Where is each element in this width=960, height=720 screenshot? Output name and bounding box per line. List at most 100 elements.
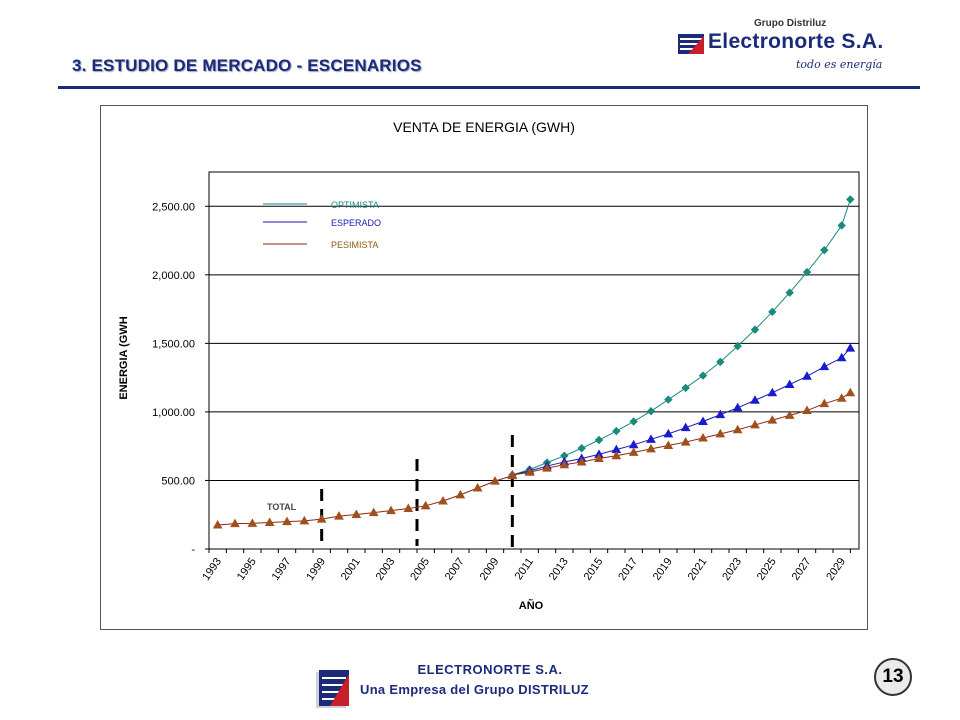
title-rule xyxy=(58,86,920,89)
data-point xyxy=(802,371,812,380)
data-point xyxy=(455,489,466,499)
data-point xyxy=(576,456,587,466)
data-point xyxy=(716,357,725,367)
data-point xyxy=(646,407,656,416)
x-tick-label: 2011 xyxy=(513,556,536,582)
data-point xyxy=(663,440,674,449)
electronorte-logo-icon xyxy=(678,34,704,54)
data-point xyxy=(698,371,708,380)
x-tick-label: 2013 xyxy=(547,556,571,583)
data-point xyxy=(681,383,690,393)
data-point xyxy=(846,195,855,204)
chart-title: VENTA DE ENERGIA (GWH) xyxy=(393,119,575,135)
data-point xyxy=(837,221,846,230)
logo-brand-text: Electronorte S.A. xyxy=(708,30,884,53)
data-point xyxy=(733,341,742,351)
data-point xyxy=(368,507,379,517)
data-point xyxy=(612,426,621,436)
x-tick-label: 1993 xyxy=(200,556,224,583)
data-point xyxy=(802,405,812,415)
data-point xyxy=(732,424,743,434)
data-point xyxy=(784,410,795,419)
data-point xyxy=(611,450,622,460)
data-point xyxy=(299,515,310,525)
data-point xyxy=(819,361,830,371)
data-point xyxy=(438,496,448,505)
data-point xyxy=(820,245,829,255)
x-tick-label: 2001 xyxy=(339,556,363,583)
x-tick-label: 2019 xyxy=(651,556,675,583)
energy-sales-chart: VENTA DE ENERGIA (GWH) - 500.00 1,000.00 1,… xyxy=(118,119,860,612)
data-point xyxy=(836,352,847,362)
y-tick-label: 2,000.00 xyxy=(152,270,195,282)
x-axis-label: AÑO xyxy=(519,599,544,612)
data-point xyxy=(845,387,856,397)
data-point xyxy=(594,453,604,463)
data-point xyxy=(836,393,847,402)
x-tick-label: 2027 xyxy=(790,556,814,583)
y-tick-label: - xyxy=(191,544,195,556)
x-tick-label: 2029 xyxy=(824,556,848,583)
data-point xyxy=(750,419,760,429)
data-point xyxy=(664,395,673,404)
x-tick-label: 2021 xyxy=(686,556,710,583)
x-tick-label: 1997 xyxy=(270,556,294,583)
data-point xyxy=(785,288,794,297)
y-tick-label: 2,500.00 xyxy=(152,201,195,213)
data-point xyxy=(680,437,691,446)
data-point xyxy=(819,398,830,408)
data-point xyxy=(715,428,726,438)
x-tick-label: 2003 xyxy=(374,556,398,583)
page-number-badge: 13 xyxy=(874,658,912,696)
data-point xyxy=(845,343,856,352)
data-point xyxy=(316,514,327,523)
data-point xyxy=(559,459,570,469)
data-point xyxy=(264,517,275,527)
x-tick-label: 1995 xyxy=(235,556,259,583)
x-tick-label: 2007 xyxy=(443,556,467,583)
x-tick-label: 2017 xyxy=(616,556,640,583)
data-point xyxy=(784,379,795,388)
data-point xyxy=(386,505,396,515)
data-point xyxy=(490,476,500,485)
data-point xyxy=(680,422,691,432)
footer-subtitle: Una Empresa del Grupo DISTRILUZ xyxy=(360,682,589,697)
chart-frame: VENTA DE ENERGIA (GWH) - 500.00 1,000.00 1,… xyxy=(100,105,868,630)
footer-company-name: ELECTRONORTE S.A. xyxy=(417,662,563,677)
plot-area xyxy=(208,171,860,550)
data-point xyxy=(698,432,708,442)
y-axis-label: ENERGIA (GWH xyxy=(118,316,130,399)
data-point xyxy=(542,463,552,472)
logo-group-text: Grupo Distriluz xyxy=(754,18,827,29)
data-point xyxy=(750,325,760,334)
data-point xyxy=(524,467,535,476)
legend-label-pesimista: PESIMISTA xyxy=(331,240,378,250)
x-tick-label: 1999 xyxy=(304,556,328,583)
x-tick-label: 2009 xyxy=(478,556,502,583)
company-logo: Grupo Distriluz Electronorte S.A. todo e… xyxy=(676,18,922,80)
data-point xyxy=(334,511,344,520)
total-annotation: TOTAL xyxy=(267,502,297,512)
data-point xyxy=(767,387,778,397)
data-point xyxy=(507,469,518,479)
slide-title: 3. ESTUDIO DE MERCADO - ESCENARIOS xyxy=(72,56,422,75)
series-line-optimista xyxy=(512,199,851,476)
x-tick-label: 2025 xyxy=(755,556,779,583)
data-point xyxy=(663,428,674,438)
data-point xyxy=(750,395,760,404)
data-point xyxy=(628,447,639,456)
data-point xyxy=(767,415,778,424)
data-point xyxy=(472,482,483,492)
legend-label-optimista: OPTIMISTA xyxy=(331,200,379,210)
y-tick-label: 500.00 xyxy=(161,475,195,487)
data-point xyxy=(351,509,362,518)
y-tick-label: 1,500.00 xyxy=(152,338,195,350)
x-tick-label: 2015 xyxy=(582,556,606,583)
data-point xyxy=(230,518,240,528)
data-point xyxy=(247,518,258,527)
data-point xyxy=(594,435,604,445)
y-tick-label: 1,000.00 xyxy=(152,407,195,419)
footer-logo-icon xyxy=(316,670,349,708)
x-tick-label: 2005 xyxy=(408,556,432,583)
data-point xyxy=(646,434,656,443)
